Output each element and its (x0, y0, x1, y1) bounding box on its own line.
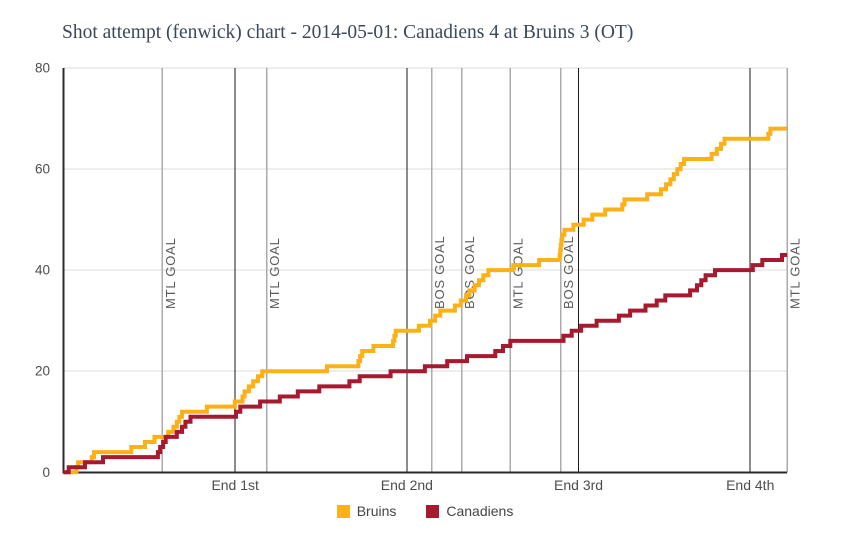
goal-label: MTL GOAL (511, 237, 526, 309)
y-tick-label: 20 (35, 364, 50, 379)
y-tick-label: 40 (35, 263, 50, 278)
legend-item-canadiens[interactable]: Canadiens (426, 503, 513, 519)
goal-label: BOS GOAL (432, 235, 447, 309)
goal-label: MTL GOAL (267, 237, 282, 309)
goal-label: MTL GOAL (163, 237, 178, 309)
y-tick-label: 0 (42, 465, 50, 480)
bruins-color-swatch (336, 504, 350, 518)
goal-label: BOS GOAL (561, 235, 576, 309)
period-label: End 4th (726, 477, 774, 493)
legend-label-canadiens: Canadiens (446, 503, 514, 519)
period-label: End 2nd (381, 477, 433, 493)
period-label: End 3rd (554, 477, 603, 493)
legend-item-bruins[interactable]: Bruins (336, 503, 397, 519)
y-tick-label: 80 (35, 61, 50, 76)
y-tick-label: 60 (35, 162, 50, 177)
canadiens-color-swatch (426, 504, 440, 518)
legend-label-bruins: Bruins (356, 503, 397, 519)
legend: Bruins Canadiens (0, 503, 850, 519)
chart-title: Shot attempt (fenwick) chart - 2014-05-0… (62, 22, 634, 43)
series-canadiens-line (63, 253, 787, 475)
period-label: End 1st (211, 477, 259, 493)
goal-label: MTL GOAL (788, 237, 803, 309)
series-bruins-line (63, 126, 787, 475)
